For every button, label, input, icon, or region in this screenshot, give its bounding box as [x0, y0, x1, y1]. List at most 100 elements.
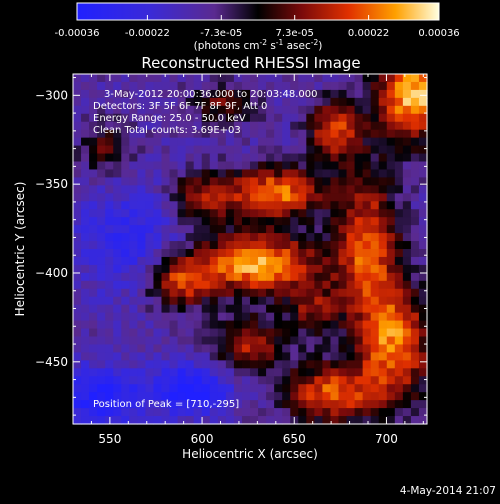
heatmap-cell [338, 352, 348, 361]
heatmap-cell [322, 225, 332, 234]
heatmap-cell [362, 241, 372, 250]
heatmap-cell [193, 249, 203, 258]
heatmap-cell [97, 74, 106, 83]
heatmap-cell [378, 312, 388, 322]
heatmap-cell [185, 344, 195, 353]
heatmap-cell [354, 408, 364, 417]
heatmap-cell [129, 400, 138, 409]
heatmap-cell [266, 352, 275, 361]
heatmap-cell [402, 264, 412, 274]
heatmap-cell [217, 81, 227, 91]
heatmap-cell [290, 392, 299, 401]
heatmap-cell [410, 296, 420, 306]
heatmap-cell [97, 360, 106, 369]
heatmap-cell [185, 328, 195, 338]
heatmap-cell [153, 201, 163, 210]
heatmap-cell [258, 272, 267, 282]
heatmap-cell [185, 129, 195, 139]
heatmap-cell [161, 209, 171, 218]
heatmap-cell [177, 137, 187, 147]
heatmap-cell [137, 408, 147, 417]
heatmap-cell [209, 81, 219, 91]
heatmap-cell [402, 376, 412, 385]
heatmap-cell [105, 384, 114, 393]
heatmap-cell [113, 209, 122, 218]
heatmap-cell [338, 233, 348, 242]
heatmap-cell [354, 352, 364, 361]
heatmap-cell [169, 336, 179, 346]
heatmap-cell [241, 296, 251, 306]
heatmap-cell [322, 344, 332, 353]
heatmap-cell [258, 129, 267, 139]
heatmap-cell [314, 416, 324, 425]
heatmap-cell [394, 113, 404, 123]
heatmap-cell [370, 129, 380, 139]
heatmap-cell [258, 233, 267, 242]
heatmap-cell [266, 105, 275, 115]
heatmap-cell [209, 376, 219, 385]
heatmap-cell [338, 360, 348, 369]
x-tick-label: 650 [283, 432, 306, 446]
heatmap-cell [298, 376, 307, 385]
heatmap-cell [330, 416, 340, 425]
heatmap-cell [258, 74, 267, 83]
heatmap-cell [217, 161, 227, 171]
heatmap-cell [250, 392, 259, 401]
heatmap-cell [89, 320, 98, 330]
heatmap-cell [282, 169, 291, 178]
heatmap-cell [161, 368, 171, 377]
heatmap-cell [258, 264, 267, 274]
heatmap-cell [153, 249, 163, 258]
heatmap-cell [298, 280, 307, 290]
heatmap-cell [362, 280, 372, 290]
heatmap-cell [209, 185, 219, 194]
heatmap-cell [250, 129, 259, 139]
heatmap-cell [418, 368, 428, 377]
heatmap-cell [145, 384, 155, 393]
heatmap-cell [378, 177, 388, 186]
heatmap-cell [402, 249, 412, 258]
heatmap-cell [306, 201, 315, 210]
heatmap-cell [201, 129, 211, 139]
heatmap-cell [97, 241, 106, 250]
heatmap-cell [410, 193, 420, 202]
heatmap-cell [394, 105, 404, 115]
heatmap-cell [370, 368, 380, 377]
heatmap-cell [282, 264, 291, 274]
heatmap-cell [354, 312, 364, 322]
heatmap-cell [394, 241, 404, 250]
heatmap-cell [233, 145, 243, 155]
heatmap-cell [266, 288, 275, 298]
heatmap-cell [73, 344, 82, 353]
heatmap-cell [338, 161, 348, 171]
heatmap-cell [177, 360, 187, 369]
heatmap-cell [354, 249, 364, 258]
heatmap-cell [386, 161, 396, 171]
heatmap-cell [81, 296, 90, 306]
heatmap-cell [177, 185, 187, 194]
heatmap-cell [161, 256, 171, 266]
heatmap-cell [241, 97, 251, 107]
heatmap-cell [418, 177, 428, 186]
heatmap-cell [81, 408, 90, 417]
heatmap-cell [225, 161, 235, 171]
heatmap-cell [370, 256, 380, 266]
heatmap-cell [266, 177, 275, 186]
heatmap-cell [225, 241, 235, 250]
heatmap-cell [290, 233, 299, 242]
y-axis-ticks: −300−350−400−450 [35, 77, 427, 416]
heatmap-cell [346, 360, 356, 369]
heatmap-cell [250, 256, 259, 266]
heatmap-cell [258, 376, 267, 385]
heatmap-cell [418, 408, 428, 417]
heatmap-cell [225, 201, 235, 210]
heatmap-cell [145, 241, 155, 250]
heatmap-cell [410, 320, 420, 330]
heatmap-cell [105, 344, 114, 353]
heatmap-cell [89, 217, 98, 226]
heatmap-cell [161, 129, 171, 139]
heatmap-cell [121, 400, 130, 409]
heatmap-cell [97, 312, 106, 322]
heatmap-cell [338, 97, 348, 107]
heatmap-cell [185, 137, 195, 147]
